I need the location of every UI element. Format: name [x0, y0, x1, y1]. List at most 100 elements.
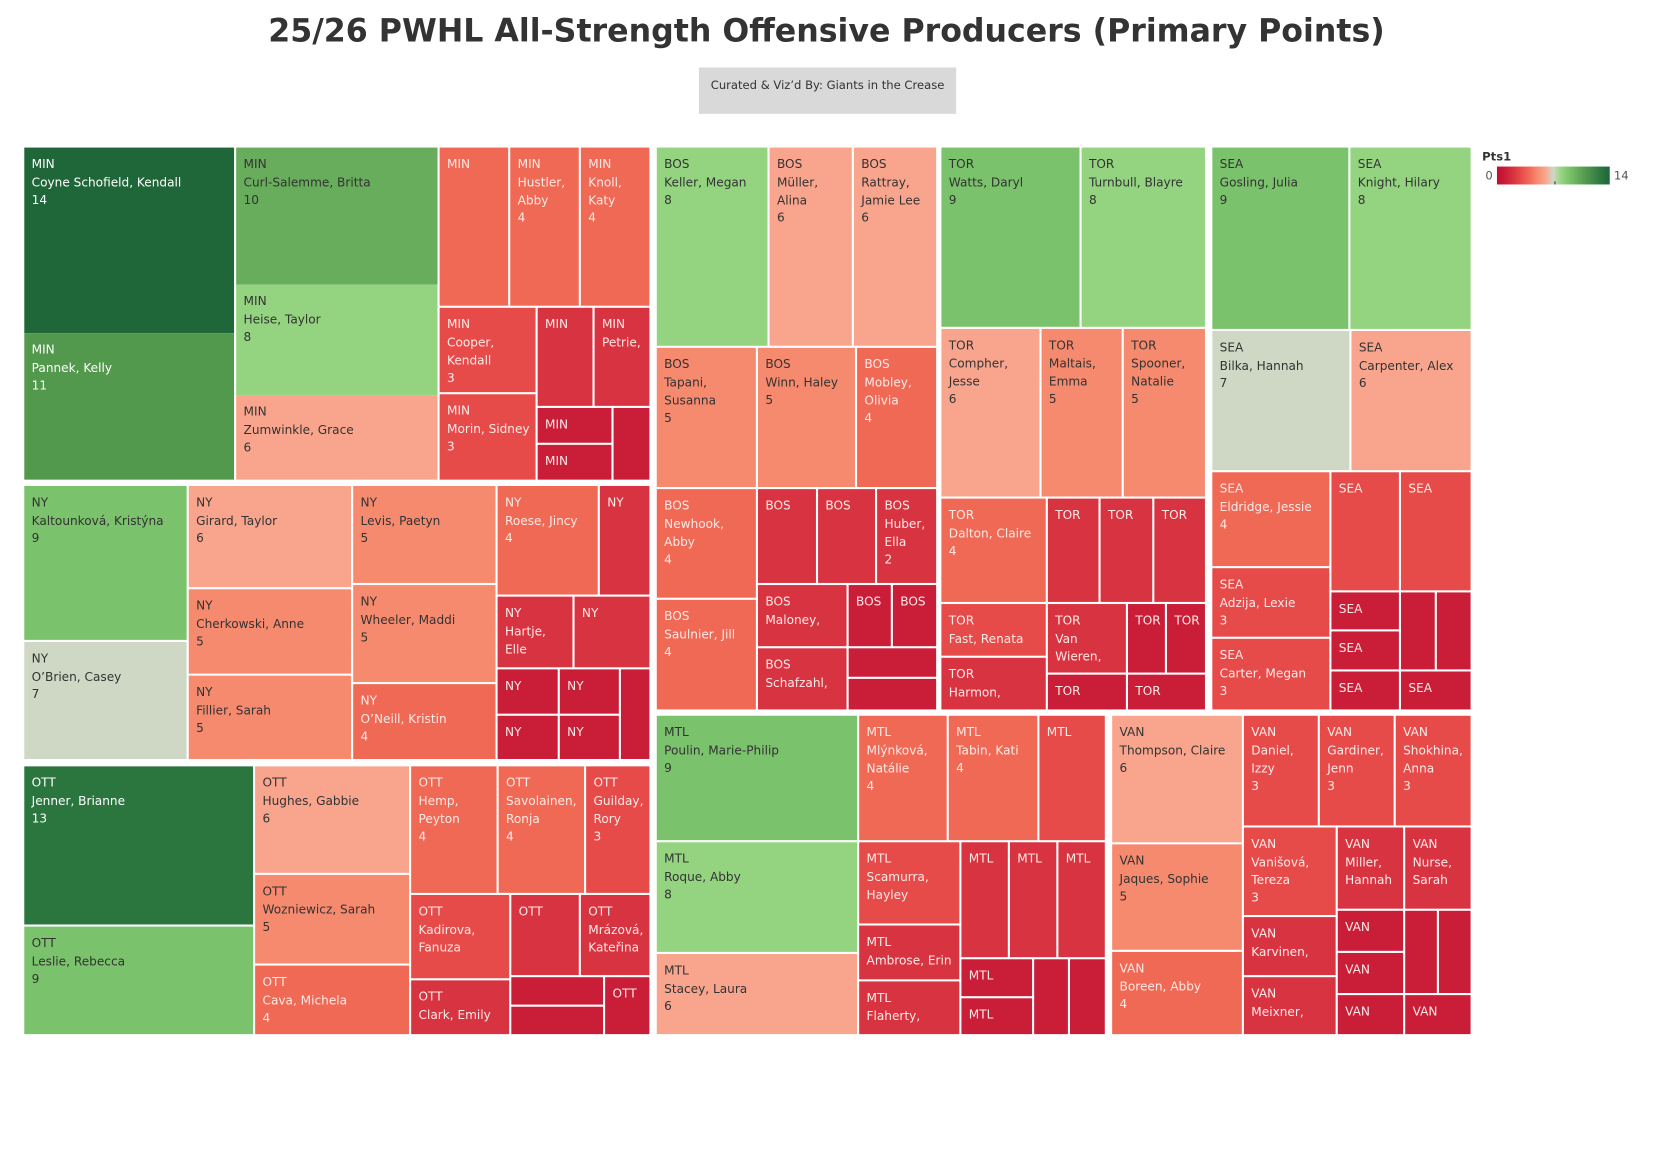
- treemap-cell: [511, 1006, 604, 1035]
- treemap-cell: [188, 675, 352, 759]
- team-label: MIN: [588, 157, 611, 171]
- team-label: VAN: [1413, 837, 1438, 851]
- team-label: NY: [196, 685, 213, 699]
- treemap-cell: [656, 147, 768, 346]
- treemap-cell: [537, 407, 612, 443]
- treemap-cell: [1350, 147, 1471, 329]
- player-label: Hustler, Abby: [518, 175, 565, 207]
- legend-max: 14: [1614, 169, 1629, 183]
- value-label: 8: [664, 193, 672, 207]
- team-label: OTT: [263, 776, 288, 790]
- player-label: Hemp, Peyton: [419, 794, 460, 826]
- player-label: Zumwinkle, Grace: [244, 423, 354, 437]
- treemap-cell: [1112, 951, 1242, 1035]
- team-label: MIN: [244, 157, 267, 171]
- treemap-cell: [537, 444, 612, 480]
- team-label: MTL: [867, 935, 892, 949]
- treemap-cell: [1243, 917, 1336, 976]
- player-label: Newhook, Abby: [664, 516, 724, 548]
- treemap-cell: [1041, 328, 1122, 497]
- team-label: BOS: [664, 157, 690, 171]
- value-label: 4: [949, 544, 957, 558]
- player-label: Fillier, Sarah: [196, 703, 271, 717]
- treemap-cell: [613, 407, 650, 480]
- team-label: BOS: [864, 357, 890, 371]
- value-label: 6: [949, 392, 957, 406]
- treemap-cell: [1212, 147, 1349, 329]
- player-label: Watts, Daryl: [949, 175, 1023, 189]
- treemap-cell: [599, 485, 650, 595]
- player-label: Müller, Alina: [777, 175, 818, 207]
- player-label: Flaherty,: [867, 1009, 921, 1023]
- player-label: Levis, Paetyn: [361, 513, 441, 527]
- player-label: O’Brien, Casey: [32, 669, 122, 683]
- player-label: Huber, Ella: [884, 516, 925, 548]
- team-label: TOR: [1088, 157, 1115, 171]
- team-label: NY: [505, 606, 522, 620]
- treemap-cell: [24, 485, 187, 640]
- treemap-cell: [605, 977, 650, 1035]
- player-label: Mobley, Olivia: [864, 375, 911, 407]
- value-label: 5: [1131, 392, 1139, 406]
- team-label: VAN: [1120, 961, 1145, 975]
- player-label: Fast, Renata: [949, 631, 1024, 645]
- treemap-cell: [236, 395, 438, 480]
- treemap-cell: [620, 669, 650, 759]
- treemap-cell: [255, 874, 410, 964]
- team-label: VAN: [1251, 987, 1276, 1001]
- team-label: TOR: [1054, 508, 1081, 522]
- player-label: Adzija, Lexie: [1220, 595, 1296, 609]
- treemap-cell: [1401, 472, 1471, 591]
- treemap-cell: [961, 998, 1033, 1035]
- treemap-cell: [236, 147, 438, 285]
- player-label: Tabin, Kati: [955, 743, 1019, 757]
- team-label: MTL: [867, 991, 892, 1005]
- team-label: NY: [361, 495, 378, 509]
- team-label: OTT: [506, 776, 531, 790]
- player-label: Daniel, Izzy: [1251, 743, 1293, 775]
- treemap-cell: [757, 648, 847, 710]
- team-label: NY: [582, 606, 599, 620]
- treemap-cell: [1100, 498, 1153, 602]
- treemap-cell: [859, 842, 960, 924]
- treemap-cell: [411, 894, 510, 979]
- value-label: 5: [1049, 392, 1057, 406]
- treemap-cell: [497, 669, 558, 714]
- value-label: 2: [884, 552, 892, 566]
- treemap-cell: [656, 347, 756, 488]
- treemap-cell: [497, 715, 558, 759]
- team-label: TOR: [1130, 338, 1157, 352]
- treemap-cell: [961, 959, 1033, 997]
- team-label: TOR: [948, 338, 975, 352]
- value-label: 4: [1120, 997, 1128, 1011]
- team-label: SEA: [1408, 482, 1432, 496]
- team-label: SEA: [1220, 340, 1244, 354]
- treemap-cell: [511, 977, 604, 1005]
- value-label: 6: [196, 531, 204, 545]
- value-label: 3: [447, 439, 455, 453]
- team-label: BOS: [664, 609, 690, 623]
- player-label: Petrie,: [602, 335, 641, 349]
- player-label: Winn, Haley: [765, 375, 838, 389]
- value-label: 8: [1089, 193, 1097, 207]
- treemap-cell: [656, 842, 858, 952]
- treemap-cell: [848, 678, 937, 710]
- treemap-cell: [1436, 592, 1471, 670]
- treemap-cell: [1405, 910, 1437, 994]
- player-label: Cherkowski, Anne: [196, 617, 304, 631]
- player-label: Savolainen, Ronja: [506, 794, 576, 826]
- team-label: MIN: [602, 317, 625, 331]
- player-label: Keller, Megan: [664, 175, 746, 189]
- treemap-cell: [1337, 952, 1404, 994]
- player-label: Jaques, Sophie: [1119, 872, 1209, 886]
- player-label: Leslie, Rebecca: [32, 954, 125, 968]
- player-label: Wheeler, Maddi: [361, 612, 456, 626]
- treemap-cell: [439, 147, 509, 306]
- treemap-cell: [892, 585, 937, 647]
- team-label: BOS: [884, 498, 910, 512]
- team-label: MTL: [956, 725, 981, 739]
- value-label: 6: [777, 211, 785, 225]
- value-label: 4: [864, 411, 872, 425]
- team-label: MIN: [244, 405, 267, 419]
- team-label: TOR: [948, 508, 975, 522]
